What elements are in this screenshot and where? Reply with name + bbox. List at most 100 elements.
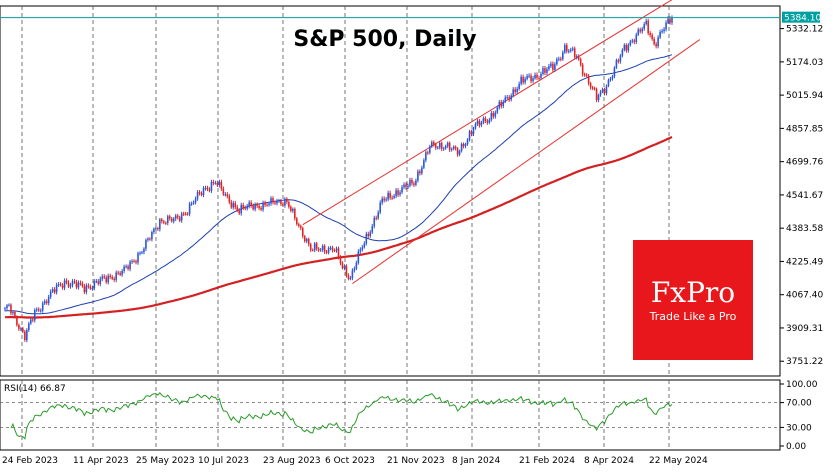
candle-body [51,289,54,292]
candle-body [464,144,467,147]
candle-body [288,202,290,207]
candle-body [172,218,175,222]
candle-body [49,291,52,297]
candle-body [35,309,38,311]
last-price-label: 5384.10 [784,14,821,24]
candle-body [10,304,12,314]
candle-body [240,204,243,214]
candle-body [591,87,594,89]
candle-body [284,198,286,206]
fxpro-tagline: Trade Like a Pro [649,310,737,323]
rsi-label: RSI(14) 66.87 [4,384,66,394]
candle-body [206,187,209,190]
candle-body [518,83,520,89]
candle-body [434,144,437,148]
x-tick-label: 25 May 2023 [136,456,195,466]
candle-body [667,18,669,23]
candle-body [542,68,544,74]
candle-body [274,202,276,204]
rsi-tick-label: 30.00 [786,423,812,433]
candle-body [504,97,507,102]
candle-body [301,227,304,237]
candle-body [252,205,254,210]
candle-body [264,202,266,205]
candle-body [313,243,316,251]
candle-body [220,182,223,189]
candle-body [75,282,78,288]
candle-body [290,206,292,211]
candle-body [174,215,177,219]
candle-body [544,68,546,73]
rsi-axis: 100.00 70.00 30.00 0.00 [780,380,818,452]
candle-body [145,239,147,249]
candle-body [613,67,616,77]
candle-body [409,179,411,186]
candle-body [548,66,550,70]
candle-body [419,171,421,174]
candle-body [202,188,205,196]
candle-body [484,118,487,121]
candle-body [569,49,572,51]
candle-body [236,207,239,211]
candle-body [363,243,366,248]
candle-body [117,272,119,274]
candle-body [389,192,391,198]
candle-body [45,301,48,304]
candle-body [230,202,233,208]
y-tick-label: 5332.12 [786,25,823,35]
candle-body [157,228,159,230]
candle-body [246,206,248,209]
candle-body [450,148,453,150]
candle-body [131,260,133,262]
candle-body [619,55,622,62]
y-tick-label: 5015.94 [786,91,823,101]
last-price-badge: 5384.10 [782,11,821,24]
chart-title: S&P 500, Daily [293,27,476,52]
candle-body [325,251,328,253]
candle-body [550,63,552,67]
candle-body [403,184,405,188]
candle-body [538,77,540,79]
candle-body [228,196,231,203]
candle-body [218,182,221,186]
candle-body [478,120,481,126]
candle-body [256,204,258,206]
candle-body [343,266,346,269]
candle-body [379,202,381,213]
candle-body [411,179,413,184]
candle-body [164,222,167,224]
candle-body [631,40,634,42]
candle-body [107,275,110,283]
candle-body [669,18,671,23]
candle-body [141,252,143,254]
y-tick-label: 4383.58 [786,224,823,234]
candle-body [67,282,70,287]
candle-body [452,146,455,149]
candle-body [155,228,157,230]
candle-body [151,231,153,240]
candle-body [562,52,564,59]
last-price-badge-box [782,11,820,23]
candle-body [315,243,318,249]
candle-body [276,200,278,204]
candle-body [77,282,80,288]
candle-body [617,60,620,62]
candle-body [28,323,30,330]
candle-body [655,44,657,47]
candle-body [232,203,235,208]
x-tick-label: 6 Oct 2023 [325,456,375,466]
candle-body [242,204,245,208]
candle-body [349,278,352,280]
candle-body [79,282,82,284]
x-tick-label: 11 Apr 2023 [73,456,129,466]
x-tick-label: 23 Aug 2023 [263,456,321,466]
candle-body [59,284,62,286]
candle-body [355,262,358,269]
candle-body [502,101,505,107]
candle-body [159,219,161,230]
candle-body [567,50,570,52]
candle-body [61,285,64,288]
candle-body [178,217,181,221]
